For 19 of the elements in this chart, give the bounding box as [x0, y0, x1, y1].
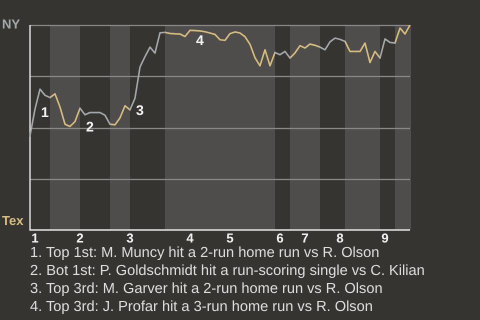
text: 3. Top 3rd: M. Garver hit a 2-run home run vs R. Olson — [30, 280, 384, 298]
annotation: 2 — [86, 118, 94, 134]
text: 1. Top 1st: M. Muncy hit a 2-run home run vs R. Olson — [30, 244, 380, 262]
annotation: 3 — [136, 102, 144, 118]
text: 4. Top 3rd: J. Profar hit a 3-run home run vs R. Olson — [30, 298, 374, 316]
x-tick-label: 8 — [336, 230, 344, 246]
x-tick-label: 9 — [381, 230, 389, 246]
x-tick-label: 5 — [226, 230, 234, 246]
text: Tex — [2, 213, 24, 228]
annotation: 4 — [196, 32, 204, 48]
x-tick-label: 6 — [276, 230, 284, 246]
annotation: 1 — [41, 104, 49, 120]
x-tick-label: 2 — [76, 230, 84, 246]
text: 2. Bot 1st: P. Goldschmidt hit a run-scoring single vs C. Kilian — [30, 262, 426, 280]
x-tick-label: 4 — [186, 230, 194, 246]
text: NY — [2, 16, 20, 32]
x-tick-label: 7 — [301, 230, 309, 246]
x-tick-label: 1 — [31, 230, 39, 246]
x-tick-label: 3 — [126, 230, 134, 246]
